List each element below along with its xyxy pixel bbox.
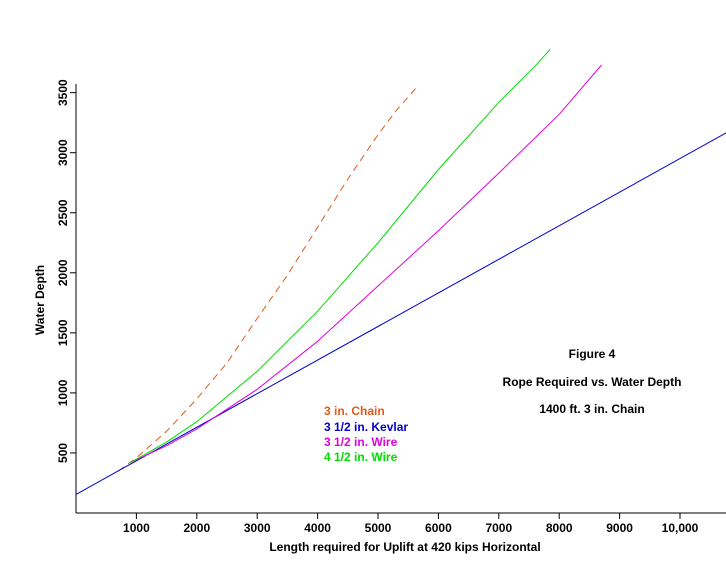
series-lines <box>76 49 726 495</box>
y-axis-title: Water Depth <box>33 265 47 335</box>
legend: 3 in. Chain 3 1/2 in. Kevlar 3 1/2 in. W… <box>324 404 408 464</box>
x-tick-label: 1000 <box>123 521 150 535</box>
x-axis-title: Length required for Uplift at 420 kips H… <box>269 540 540 554</box>
x-tick-label: 6000 <box>425 521 452 535</box>
series-line-wire-3-5 <box>130 64 602 464</box>
y-tick-label: 2500 <box>56 199 70 226</box>
y-tick-label: 1500 <box>56 319 70 346</box>
figure-title: Rope Required vs. Water Depth <box>503 375 682 389</box>
x-tick-label: 3000 <box>244 521 271 535</box>
x-tick-label: 4000 <box>304 521 331 535</box>
y-tick-label: 1000 <box>56 379 70 406</box>
series-line-chain <box>118 86 418 472</box>
legend-entry-wire-4-5: 4 1/2 in. Wire <box>324 450 398 464</box>
x-tick-label: 8000 <box>546 521 573 535</box>
x-tick-label: 2000 <box>183 521 210 535</box>
y-tick-label: 3500 <box>56 79 70 106</box>
figure-subtitle: 1400 ft. 3 in. Chain <box>539 402 644 416</box>
y-tick-label: 500 <box>56 443 70 463</box>
x-ticks: 1000 2000 3000 4000 5000 6000 7000 8000 9000 10,0… <box>123 513 699 535</box>
y-tick-label: 2000 <box>56 259 70 286</box>
x-tick-label: 5000 <box>365 521 392 535</box>
axes <box>75 84 726 514</box>
x-tick-label: 10,000 <box>662 521 699 535</box>
y-ticks: 500 1000 1500 2000 2500 3000 3500 <box>56 79 76 463</box>
x-tick-label: 7000 <box>485 521 512 535</box>
legend-entry-wire-3-5: 3 1/2 in. Wire <box>324 435 398 449</box>
y-tick-label: 3000 <box>56 139 70 166</box>
legend-entry-kevlar: 3 1/2 in. Kevlar <box>324 420 408 434</box>
legend-entry-chain: 3 in. Chain <box>324 404 385 418</box>
x-tick-label: 9000 <box>606 521 633 535</box>
series-line-kevlar <box>76 132 726 495</box>
figure-number: Figure 4 <box>569 347 616 361</box>
series-line-wire-4-5 <box>130 49 551 464</box>
